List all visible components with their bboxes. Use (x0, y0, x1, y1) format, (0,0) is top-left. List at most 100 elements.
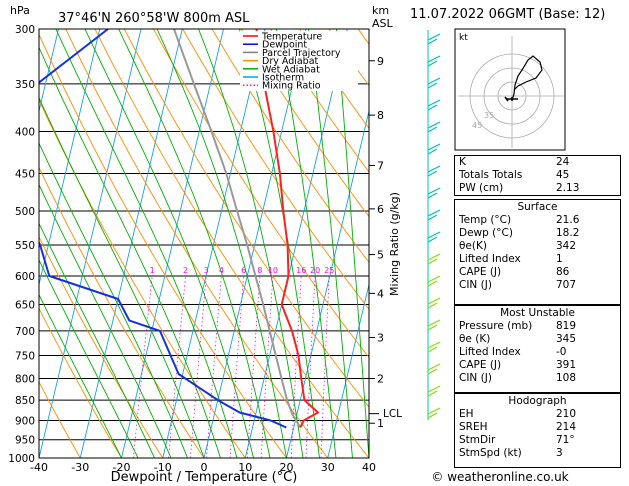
wind-barb-icon (427, 60, 438, 67)
parcel-trajectory-line (173, 29, 302, 429)
temperature-tick-label: -10 (154, 461, 172, 474)
dry-adiabat-line (182, 29, 369, 310)
dry-adiabat-line (94, 29, 369, 458)
temperature-line (255, 29, 319, 428)
pressure-tick-label: 600 (15, 271, 35, 283)
hodograph-indices-panel: Hodograph EH 210 SREH 214 StmDir 71° StmSpd… (454, 393, 621, 468)
mixing-ratio-line (305, 275, 316, 458)
legend-entry: Temperature (261, 32, 322, 43)
pressure-tick-label: 450 (15, 168, 35, 180)
mixing-ratio-label: 1 (150, 266, 155, 275)
mixing-ratio-axis-label: Mixing Ratio (g/kg) (388, 192, 401, 296)
wet-adiabat-line (156, 29, 287, 458)
wet-adiabat-line (39, 293, 122, 458)
wind-barb-icon (427, 385, 441, 393)
wind-barb-icon (427, 346, 438, 353)
legend-entry: Mixing Ratio (262, 81, 321, 92)
mixing-ratio-label: 10 (268, 266, 278, 275)
surface-row: Lifted Index 1 (459, 253, 563, 265)
km-tick-label: 2 (377, 372, 384, 385)
mixing-ratio-label: 8 (257, 266, 262, 275)
wet-adiabat-line (39, 258, 139, 458)
hodo-row: SREH 214 (459, 421, 577, 433)
wind-barb-icon (427, 297, 441, 305)
mixing-ratio-line (260, 275, 274, 458)
dry-adiabat-line (65, 29, 329, 458)
temperature-tick-label: 30 (321, 461, 335, 474)
isotherm-line (244, 29, 348, 458)
legend-box (240, 31, 358, 91)
pressure-tick-label: 300 (15, 24, 35, 36)
wind-barb-icon (427, 121, 441, 129)
location-title: 37°46'N 260°58'W 800m ASL (58, 11, 250, 26)
dry-adiabat-line (39, 307, 122, 458)
hodograph-title: Hodograph (508, 395, 567, 407)
wind-barb-icon (427, 324, 438, 331)
wind-barbs (427, 30, 441, 420)
mixing-ratio-line (290, 275, 302, 458)
mixing-ratio-line (229, 275, 244, 458)
hodo-ring-label: 35 (484, 111, 494, 120)
dry-adiabat-line (39, 166, 205, 458)
wind-barb-icon (427, 231, 441, 239)
pressure-tick-label: 700 (15, 326, 35, 338)
temperature-tick-label: 10 (238, 461, 252, 474)
plot-frame (38, 28, 370, 459)
mu-row: θe (K) 345 (459, 333, 577, 345)
mixing-ratio-line (168, 275, 186, 458)
wet-adiabat-line (308, 29, 353, 458)
surface-title: Surface (517, 201, 558, 213)
temperature-tick-label: -30 (71, 461, 89, 474)
mu-row: CIN (J) 108 (459, 372, 577, 384)
wind-barb-icon (427, 319, 441, 327)
pressure-tick-label: 800 (15, 373, 35, 385)
most-unstable-title: Most Unstable (500, 307, 575, 319)
dry-adiabat-line (123, 29, 369, 408)
wind-barb-icon (427, 38, 438, 45)
km-tick-label: 9 (377, 55, 384, 68)
mu-row: Pressure (mb) 819 (459, 320, 577, 332)
hodo-ring-label: 45 (472, 121, 482, 130)
hpa-unit: hPa (10, 4, 30, 17)
hodo-row: StmSpd (kt) 3 (459, 447, 563, 459)
wet-adiabat-line (275, 29, 337, 458)
pressure-tick-label: 350 (15, 79, 35, 91)
isotherm-line (79, 29, 183, 458)
wet-adiabat-line (198, 29, 304, 458)
isotherm-line (203, 29, 307, 458)
legend-entry: Parcel Trajectory (262, 48, 341, 59)
wind-barb-icon (427, 368, 438, 375)
km-tick-label: 3 (377, 331, 384, 344)
datetime-title: 11.07.2022 06GMT (Base: 12) (410, 7, 605, 22)
pressure-tick-label: 550 (15, 240, 35, 252)
lcl-label: LCL (383, 408, 402, 420)
isotherm-line (286, 109, 369, 458)
hodo-row: EH 210 (459, 408, 577, 420)
pressure-tick-label: 650 (15, 300, 35, 312)
mixing-ratio-label: 25 (324, 266, 334, 275)
isotherm-line (39, 29, 142, 458)
wet-adiabat-line (39, 222, 155, 458)
mixing-ratio-label: 3 (204, 266, 209, 275)
legend-entry: Isotherm (262, 73, 304, 84)
wet-adiabat-line (39, 96, 205, 458)
hodograph-unit: kt (459, 33, 468, 43)
wet-adiabat-line (39, 142, 188, 458)
pressure-tick-label: 950 (15, 435, 35, 447)
pressure-tick-label: 400 (15, 127, 35, 139)
temperature-tick-label: 40 (362, 461, 376, 474)
dewpoint-line (39, 29, 287, 429)
km-tick-label: 4 (377, 287, 384, 300)
surface-row: CAPE (J) 86 (459, 266, 570, 278)
wind-barb-icon (427, 77, 441, 85)
km-tick-label: 1 (377, 417, 384, 430)
legend-entry: Wet Adiabat (262, 64, 320, 75)
mixing-ratio-label: 6 (241, 266, 246, 275)
mixing-ratio-label: 2 (183, 266, 188, 275)
wind-barb-icon (427, 275, 441, 283)
surface-row: Dewp (°C) 18.2 (459, 227, 580, 239)
km-tick-label: 7 (377, 159, 384, 172)
isotherm-line (162, 29, 266, 458)
dry-adiabat-line (39, 380, 81, 458)
